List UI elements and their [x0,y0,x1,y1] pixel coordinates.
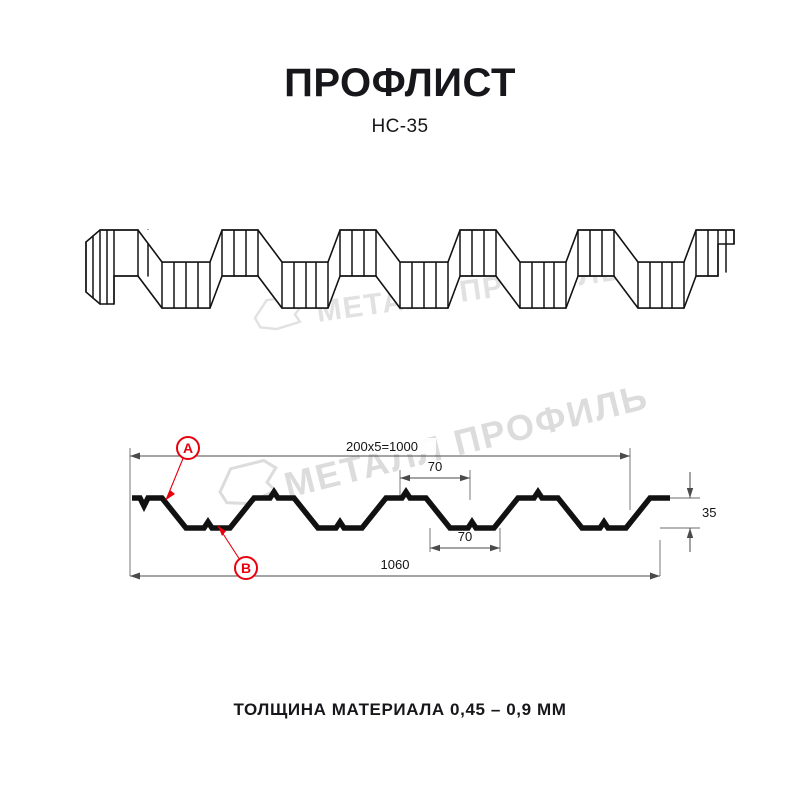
dimension-valley-bottom-label: 70 [458,529,472,544]
dimension-valley-bottom: 70 [430,529,500,552]
profile-outline [132,487,670,531]
dimension-overall-pitch: 200x5=1000 [130,438,630,460]
material-thickness-note: ТОЛЩИНА МАТЕРИАЛА 0,45 – 0,9 ММ [233,700,567,719]
callout-a: A [165,436,200,501]
section-view: МЕТАЛЛ ПРОФИЛЬ 200x5=1 [100,376,720,600]
dimension-overall-width: 1060 [130,557,660,580]
isometric-view: МЕТАЛЛ ПРОФИЛЬ [70,200,750,350]
dimension-profile-height: 35 [686,472,716,552]
dimension-overall-pitch-label: 200x5=1000 [346,439,418,454]
dimension-flange-top-label: 70 [428,459,442,474]
title-block: ПРОФЛИСТ НС-35 [0,62,800,138]
dimension-profile-height-label: 35 [702,505,716,520]
product-code: НС-35 [371,116,429,137]
iso-sheet-body [85,229,735,309]
callout-b: B [217,525,258,580]
dimension-flange-top: 70 [400,459,470,482]
callout-a-label: A [183,440,193,456]
dimension-overall-width-label: 1060 [381,557,410,572]
page-title: ПРОФЛИСТ [284,61,516,105]
callout-b-label: B [241,560,251,576]
